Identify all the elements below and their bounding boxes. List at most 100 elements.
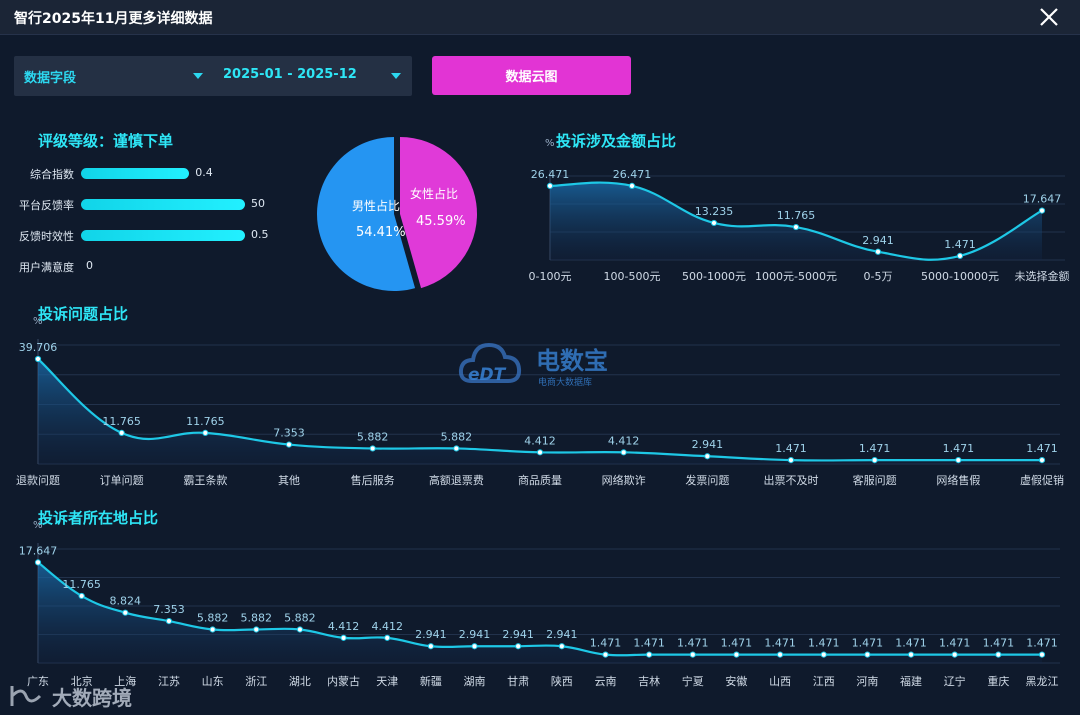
metric-bar	[81, 230, 245, 241]
window-title: 智行2025年11月更多详细数据	[14, 11, 213, 27]
x-tick-label: 退款问题	[16, 473, 60, 487]
data-point[interactable]	[536, 449, 544, 456]
x-tick-label: 黑龙江	[1026, 675, 1059, 688]
x-tick-label: 其他	[278, 474, 300, 487]
issue-chart-title: 投诉问题占比	[38, 305, 129, 323]
date-range-label: 2025-01 - 2025-12	[223, 67, 357, 82]
data-label: 5.882	[357, 430, 389, 443]
data-point[interactable]	[1038, 457, 1046, 464]
data-point[interactable]	[165, 617, 173, 625]
x-tick-label: 湖北	[289, 675, 311, 688]
data-label: 11.765	[62, 578, 101, 591]
area-fill	[550, 182, 1042, 260]
data-point[interactable]	[956, 252, 964, 259]
amount-chart-unit: %	[545, 138, 555, 149]
area-fill	[38, 358, 1042, 464]
data-label: 11.765	[102, 415, 141, 428]
amount-area-chart: 26.471 0-100元 26.471 100-500元 13.235 500-1000…	[529, 168, 1070, 283]
data-label: 2.941	[862, 234, 894, 247]
data-point[interactable]	[907, 651, 915, 658]
data-point[interactable]	[34, 355, 42, 363]
close-icon[interactable]	[1036, 4, 1062, 30]
data-point[interactable]	[646, 651, 653, 658]
x-tick-label: 新疆	[420, 674, 442, 688]
data-point[interactable]	[704, 453, 711, 460]
cloud-logo-icon: eDT	[458, 342, 522, 385]
filter-bar: 数据字段 2025-01 - 2025-12	[14, 56, 412, 96]
x-tick-label: 1000元-5000元	[755, 270, 837, 283]
edt-sub-text: 电商大数据库	[538, 378, 593, 388]
data-label: 1.471	[944, 238, 976, 251]
x-tick-label: 上海	[114, 674, 136, 688]
data-label: 1.471	[939, 637, 971, 650]
data-point[interactable]	[955, 457, 962, 464]
data-label: 26.471	[613, 168, 652, 181]
data-point[interactable]	[285, 441, 293, 448]
amount-chart-title: 投诉涉及金额占比	[556, 132, 677, 150]
data-point[interactable]	[515, 643, 522, 650]
data-point[interactable]	[602, 651, 609, 658]
data-point[interactable]	[1038, 651, 1046, 658]
field-select-label: 数据字段	[24, 71, 77, 86]
data-point[interactable]	[620, 449, 627, 456]
date-range-select[interactable]: 2025-01 - 2025-12	[214, 56, 412, 96]
data-point[interactable]	[995, 651, 1002, 658]
data-point[interactable]	[427, 643, 434, 650]
data-label: 7.353	[273, 427, 305, 440]
data-point[interactable]	[453, 445, 460, 452]
x-tick-label: 江苏	[158, 675, 180, 688]
data-point[interactable]	[369, 445, 376, 452]
data-label: 1.471	[764, 637, 796, 650]
data-point[interactable]	[787, 457, 795, 464]
data-point[interactable]	[820, 651, 827, 658]
data-point[interactable]	[1038, 207, 1046, 214]
data-point[interactable]	[871, 457, 878, 464]
data-point[interactable]	[340, 634, 347, 641]
data-point[interactable]	[471, 643, 478, 650]
data-point[interactable]	[34, 559, 42, 566]
area-fill	[38, 562, 1042, 663]
x-tick-label: 100-500元	[604, 270, 661, 283]
data-point[interactable]	[118, 429, 125, 436]
edt-watermark: eDT 电数宝 电商大数据库	[458, 333, 628, 393]
data-point[interactable]	[253, 626, 260, 633]
data-point[interactable]	[951, 651, 958, 658]
metric-label: 反馈时效性	[19, 230, 74, 243]
data-point[interactable]	[864, 651, 871, 658]
field-select[interactable]: 数据字段	[14, 56, 214, 96]
data-point[interactable]	[209, 626, 216, 633]
x-tick-label: 高额退票费	[429, 473, 484, 487]
data-point[interactable]	[122, 609, 129, 616]
x-tick-label: 河南	[856, 675, 878, 688]
data-point[interactable]	[792, 223, 800, 231]
data-point[interactable]	[384, 634, 391, 641]
issue-chart-unit: %	[33, 316, 43, 327]
data-point[interactable]	[296, 626, 304, 633]
x-tick-label: 甘肃	[507, 675, 529, 688]
x-tick-label: 湖南	[464, 675, 486, 688]
data-cloud-button[interactable]: 数据云图	[432, 56, 631, 95]
data-point[interactable]	[689, 651, 696, 658]
issue-area-chart: 39.706 退款问题 11.765 订单问题 11.765 霸王条款 7.353 其他 5.8…	[16, 339, 1064, 487]
data-label: 4.412	[328, 620, 360, 633]
data-point[interactable]	[874, 248, 882, 255]
data-label: 1.471	[677, 637, 709, 650]
data-point[interactable]	[78, 592, 85, 600]
data-point[interactable]	[733, 651, 740, 658]
x-tick-label: 吉林	[638, 674, 660, 688]
data-point[interactable]	[558, 643, 565, 650]
x-tick-label: 500-1000元	[682, 270, 746, 283]
data-point[interactable]	[202, 429, 209, 436]
x-tick-label: 0-5万	[864, 270, 893, 283]
data-label: 4.412	[608, 434, 640, 447]
metric-value: 50	[251, 197, 265, 210]
x-tick-label: 虚假促销	[1020, 473, 1064, 487]
data-point[interactable]	[776, 651, 784, 658]
data-point[interactable]	[710, 219, 718, 227]
data-point[interactable]	[628, 182, 636, 189]
data-point[interactable]	[546, 182, 554, 189]
data-label: 39.706	[19, 341, 58, 354]
location-chart-unit: %	[33, 520, 43, 531]
data-label: 5.882	[241, 611, 273, 624]
x-tick-label: 福建	[900, 674, 922, 688]
